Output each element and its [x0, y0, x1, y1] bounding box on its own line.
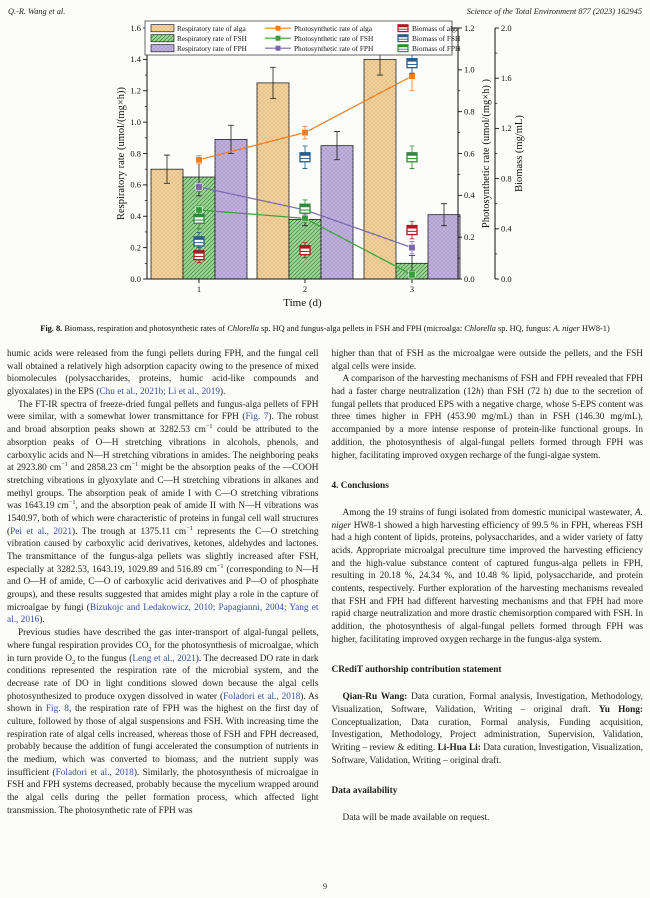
figure-caption: Fig. 8. Biomass, respiration and photosy… [40, 324, 610, 333]
paragraph: Previous studies have described the gas … [7, 628, 319, 816]
paragraph: humic acids were released from the fungi… [7, 349, 319, 398]
svg-text:0.2: 0.2 [464, 232, 475, 242]
svg-text:Photosynthetic rate of FSH: Photosynthetic rate of FSH [294, 34, 374, 43]
svg-text:0.0: 0.0 [501, 274, 512, 284]
svg-text:2: 2 [303, 284, 307, 294]
figure-8: 0.0 0.2 0.4 0.6 0.8 1.0 1.2 1.4 1.6 0.0 0.2 0.4 0.6 0… [115, 18, 535, 315]
biomass-markers-group [193, 52, 418, 264]
citation-link[interactable]: Foladori et al., 2018 [223, 691, 301, 702]
citation-link[interactable]: Bizukojc and Ledakowicz, 2010; Papagiann… [7, 602, 319, 626]
section-heading: CRediT authorship contribution statement [331, 665, 502, 676]
svg-text:Biomass of alga: Biomass of alga [412, 24, 460, 33]
svg-text:3: 3 [410, 284, 414, 294]
body-text: humic acids were released from the fungi… [0, 348, 650, 825]
svg-text:Photosynthetic rate of FPH: Photosynthetic rate of FPH [294, 44, 374, 53]
svg-text:1.0: 1.0 [130, 117, 141, 127]
paragraph: higher than that of FSH as the microalga… [331, 349, 644, 372]
svg-text:Biomass of FSH: Biomass of FSH [412, 34, 461, 43]
svg-text:Respiratory rate of alga: Respiratory rate of alga [177, 24, 246, 33]
svg-text:1.6: 1.6 [501, 73, 512, 83]
svg-text:Biomass of FPH: Biomass of FPH [412, 44, 461, 53]
svg-text:0.8: 0.8 [130, 148, 141, 158]
column-left: humic acids were released from the fungi… [7, 348, 319, 825]
paragraph: Among the 19 strains of fungi isolated f… [331, 507, 644, 645]
running-author: Q.-R. Wang et al. [8, 7, 66, 16]
svg-text:Respiratory rate of FSH: Respiratory rate of FSH [177, 34, 248, 43]
svg-text:1.2: 1.2 [464, 23, 475, 33]
svg-text:1.2: 1.2 [501, 123, 512, 133]
svg-text:0.6: 0.6 [464, 148, 475, 158]
citation-link[interactable]: Foladori et al., 2018 [55, 767, 134, 778]
svg-text:Time (d): Time (d) [283, 297, 322, 309]
journal-reference: Science of the Total Environment 877 (20… [466, 7, 642, 16]
axes-group: 0.0 0.2 0.4 0.6 0.8 1.0 1.2 1.4 1.6 0.0 0.2 0.4 0.6 0… [116, 23, 525, 309]
svg-text:1: 1 [197, 284, 201, 294]
citation-link[interactable]: Chu et al., 2021b; Li et al., 2019 [99, 387, 221, 398]
svg-text:0.4: 0.4 [130, 211, 141, 221]
svg-text:1.2: 1.2 [130, 86, 141, 96]
svg-text:0.4: 0.4 [464, 190, 475, 200]
svg-text:Respiratory rate of FPH: Respiratory rate of FPH [177, 44, 248, 53]
page-header: Q.-R. Wang et al. Science of the Total E… [0, 0, 650, 16]
svg-text:0.0: 0.0 [130, 274, 141, 284]
svg-text:1.4: 1.4 [130, 54, 141, 64]
page-number: 9 [322, 881, 328, 891]
paragraph: Data will be made available on request. [342, 812, 490, 823]
section-heading: 4. Conclusions [331, 481, 389, 492]
svg-text:Photosynthetic rate (umol/(mg×: Photosynthetic rate (umol/(mg×h) ) [481, 78, 492, 228]
citation-link[interactable]: Pei et al., 2021 [10, 526, 72, 537]
svg-text:1.6: 1.6 [130, 23, 141, 33]
svg-text:0.8: 0.8 [501, 173, 512, 183]
bars-group [150, 43, 461, 280]
svg-text:1.0: 1.0 [464, 65, 475, 75]
section-heading: Data availability [331, 786, 398, 797]
svg-text:0.0: 0.0 [464, 274, 475, 284]
column-right: higher than that of FSH as the microalga… [332, 348, 644, 825]
citation-link[interactable]: Fig. 7 [245, 412, 269, 423]
paragraph: A comparison of the harvesting mechanism… [331, 374, 644, 461]
paragraph: The FT-IR spectra of freeze-dried fungal… [7, 399, 319, 626]
svg-text:0.6: 0.6 [130, 180, 141, 190]
citation-link[interactable]: Leng et al., 2021 [132, 653, 196, 664]
svg-text:Respiratory rate (umol/(mg×h)): Respiratory rate (umol/(mg×h)) [116, 86, 127, 220]
citation-link[interactable]: Fig. 8 [45, 704, 69, 715]
figure-chart: 0.0 0.2 0.4 0.6 0.8 1.0 1.2 1.4 1.6 0.0 0.2 0.4 0.6 0… [116, 20, 525, 309]
svg-text:0.4: 0.4 [501, 224, 512, 234]
svg-text:Photosynthetic rate of alga: Photosynthetic rate of alga [294, 24, 373, 33]
svg-text:Biomass (mg/mL): Biomass (mg/mL) [514, 115, 525, 192]
svg-text:0.8: 0.8 [464, 106, 475, 116]
paragraph: Qian-Ru Wang: Data curation, Formal anal… [331, 692, 644, 766]
svg-text:0.2: 0.2 [130, 242, 141, 252]
svg-text:2.0: 2.0 [501, 23, 512, 33]
